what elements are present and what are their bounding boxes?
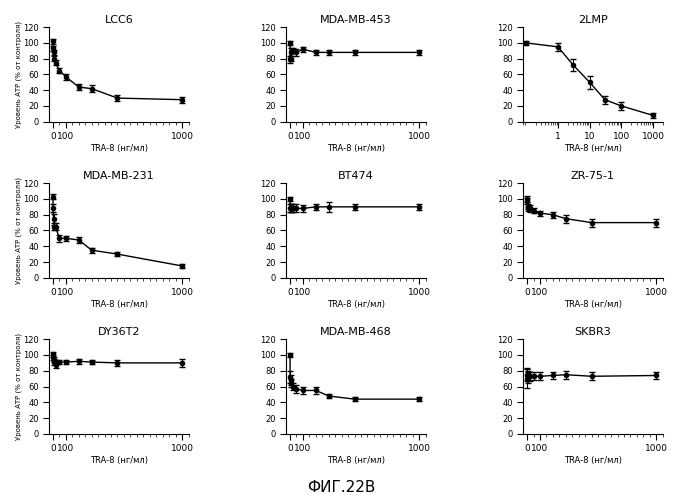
X-axis label: TRA-8 (нг/мл): TRA-8 (нг/мл) [564,300,622,309]
Title: BT474: BT474 [338,171,374,181]
X-axis label: TRA-8 (нг/мл): TRA-8 (нг/мл) [90,300,148,309]
Text: ФИГ.22В: ФИГ.22В [307,480,375,495]
Title: MDA-MB-231: MDA-MB-231 [83,171,155,181]
Y-axis label: Уровень АТР (% от контроля): Уровень АТР (% от контроля) [15,21,22,128]
Title: 2LMP: 2LMP [578,15,608,25]
Y-axis label: Уровень АТР (% от контроля): Уровень АТР (% от контроля) [15,177,22,284]
Y-axis label: Уровень АТР (% от контроля): Уровень АТР (% от контроля) [15,333,22,440]
X-axis label: TRA-8 (нг/мл): TRA-8 (нг/мл) [90,456,148,465]
X-axis label: TRA-8 (нг/мл): TRA-8 (нг/мл) [327,144,385,153]
X-axis label: TRA-8 (нг/мл): TRA-8 (нг/мл) [564,144,622,153]
X-axis label: TRA-8 (нг/мл): TRA-8 (нг/мл) [90,144,148,153]
Title: MDA-MB-453: MDA-MB-453 [320,15,391,25]
Title: DY36T2: DY36T2 [98,327,140,337]
X-axis label: TRA-8 (нг/мл): TRA-8 (нг/мл) [327,456,385,465]
X-axis label: TRA-8 (нг/мл): TRA-8 (нг/мл) [327,300,385,309]
X-axis label: TRA-8 (нг/мл): TRA-8 (нг/мл) [564,456,622,465]
Title: MDA-MB-468: MDA-MB-468 [320,327,391,337]
Title: LCC6: LCC6 [104,15,133,25]
Title: ZR-75-1: ZR-75-1 [571,171,615,181]
Title: SKBR3: SKBR3 [575,327,611,337]
